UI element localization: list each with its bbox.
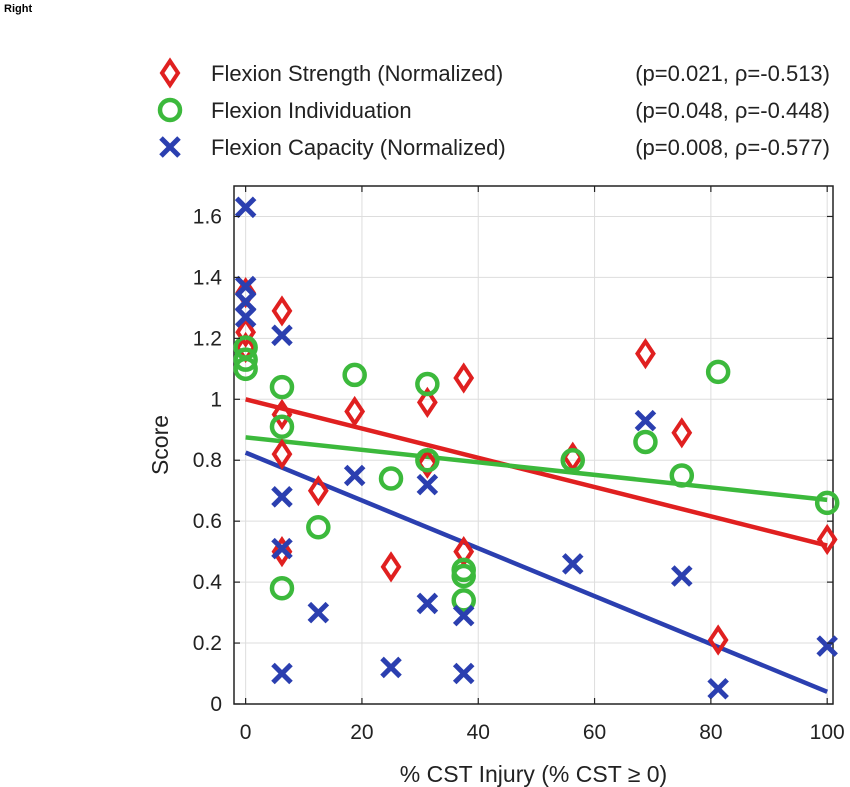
data-point [707, 624, 729, 656]
y-tick-label: 1 [210, 388, 222, 411]
series-points [235, 277, 838, 656]
fit-lines [244, 397, 829, 694]
data-point [269, 374, 295, 400]
data-point [453, 536, 475, 568]
data-point [452, 662, 475, 685]
y-tick-label: 0 [210, 693, 222, 716]
plot-area [233, 185, 834, 705]
x-tick-label: 100 [810, 721, 845, 744]
data-point [233, 356, 258, 382]
fit-line [244, 450, 829, 694]
data-point [452, 604, 475, 627]
data-point [271, 324, 293, 347]
series-points [233, 335, 840, 613]
x-axis-ticks: 0 20 40 60 80 100 [240, 186, 845, 744]
x-tick-label: 20 [350, 721, 373, 744]
data-point [233, 347, 258, 372]
x-axis-label: % CST Injury (% CST ≥ 0) [400, 761, 667, 787]
data-point [816, 523, 838, 556]
y-axis-ticks: 0 0.2 0.4 0.6 0.8 1 1.2 1.4 1.6 [193, 205, 833, 716]
data-point [560, 447, 586, 473]
circle-icon [157, 97, 183, 123]
legend-stats: (p=0.008, ρ=-0.577) [635, 135, 830, 160]
data-point [451, 563, 476, 589]
data-point [234, 306, 257, 328]
data-point [269, 575, 295, 601]
data-point [343, 464, 366, 487]
y-tick-label: 1.4 [193, 266, 223, 289]
data-point [306, 515, 331, 540]
data-point [416, 592, 439, 615]
data-point [707, 677, 729, 700]
x-tick-label: 80 [699, 721, 722, 744]
y-tick-label: 0.2 [193, 632, 222, 655]
data-point [415, 447, 440, 473]
data-point [635, 337, 656, 370]
data-point [453, 362, 475, 394]
data-point [416, 447, 438, 479]
data-point [380, 551, 402, 583]
data-point [342, 362, 367, 388]
data-point [816, 635, 838, 657]
data-point [307, 475, 329, 507]
y-tick-label: 1.2 [193, 327, 222, 350]
data-point [633, 429, 658, 455]
data-point [561, 553, 584, 575]
y-tick-label: 0.4 [193, 571, 223, 594]
data-point [669, 463, 695, 488]
data-point [269, 414, 295, 439]
x-tick-label: 40 [467, 721, 490, 744]
data-point [271, 295, 293, 327]
fit-line [245, 435, 828, 503]
data-point [271, 438, 293, 470]
data-point [344, 395, 366, 428]
data-point [235, 316, 257, 348]
data-point [814, 490, 840, 516]
y-tick-label: 1.6 [193, 205, 222, 228]
data-point [705, 359, 731, 385]
data-points [233, 196, 840, 700]
data-point [307, 601, 330, 624]
data-point [378, 466, 404, 491]
legend-stats: (p=0.048, ρ=-0.448) [635, 98, 830, 123]
series-points [234, 196, 838, 700]
legend-label: Flexion Strength (Normalized) [211, 61, 503, 86]
fit-line [245, 397, 828, 548]
data-point [415, 371, 440, 397]
data-point [271, 537, 293, 560]
y-tick-label: 0.8 [193, 449, 222, 472]
data-point [634, 409, 657, 432]
y-tick-label: 0.6 [193, 510, 222, 533]
data-point [416, 386, 438, 418]
diamond-icon [159, 57, 181, 89]
panel-label: Right [4, 3, 33, 15]
data-point [271, 536, 293, 568]
y-axis-label: Score [147, 415, 173, 475]
legend-label: Flexion Individuation [211, 98, 412, 123]
data-point [380, 656, 402, 679]
data-point [271, 486, 293, 508]
legend-label: Flexion Capacity (Normalized) [211, 135, 506, 160]
data-point [451, 588, 476, 613]
data-point [234, 196, 257, 219]
x-tick-label: 0 [240, 721, 252, 744]
data-point [271, 662, 293, 685]
data-point [671, 565, 693, 587]
legend-stats: (p=0.021, ρ=-0.513) [635, 61, 830, 86]
chart-legend: Flexion Strength (Normalized) (p=0.021, ρ… [157, 57, 830, 160]
data-point [416, 473, 439, 496]
data-point [671, 417, 693, 449]
x-tick-label: 60 [583, 721, 606, 744]
data-point [271, 398, 293, 431]
cross-icon [159, 136, 181, 158]
